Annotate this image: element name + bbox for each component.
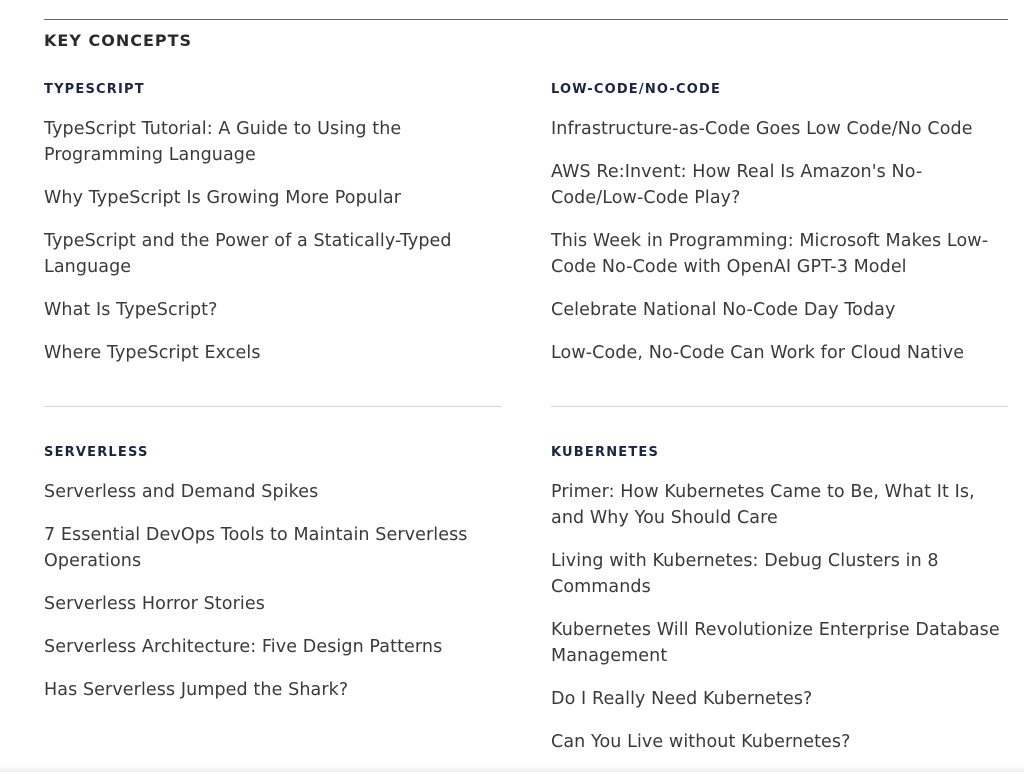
article-link[interactable]: This Week in Programming: Microsoft Make… xyxy=(551,231,989,277)
article-link[interactable]: Infrastructure-as-Code Goes Low Code/No … xyxy=(551,119,973,139)
list-item: Why TypeScript Is Growing More Popular xyxy=(44,185,502,211)
section-heading-low-code-no-code: LOW-CODE/NO-CODE xyxy=(551,82,722,97)
article-link[interactable]: Celebrate National No-Code Day Today xyxy=(551,300,896,320)
article-link[interactable]: Where TypeScript Excels xyxy=(44,343,261,363)
list-item: Primer: How Kubernetes Came to Be, What … xyxy=(551,479,1009,531)
section-kubernetes: KUBERNETES Primer: How Kubernetes Came t… xyxy=(551,443,1009,772)
list-item: Do I Really Need Kubernetes? xyxy=(551,686,1009,712)
article-link[interactable]: 7 Essential DevOps Tools to Maintain Ser… xyxy=(44,525,468,571)
list-item: Infrastructure-as-Code Goes Low Code/No … xyxy=(551,116,1009,142)
section-heading-kubernetes: KUBERNETES xyxy=(551,445,660,460)
article-list-typescript: TypeScript Tutorial: A Guide to Using th… xyxy=(44,116,502,366)
section-serverless: SERVERLESS Serverless and Demand Spikes … xyxy=(44,443,502,720)
list-item: Where TypeScript Excels xyxy=(44,340,502,366)
list-item: Serverless Architecture: Five Design Pat… xyxy=(44,634,502,660)
article-link[interactable]: Primer: How Kubernetes Came to Be, What … xyxy=(551,482,975,528)
list-item: Can You Live without Kubernetes? xyxy=(551,729,1009,755)
section-heading-serverless: SERVERLESS xyxy=(44,445,149,460)
section-low-code-no-code: LOW-CODE/NO-CODE Infrastructure-as-Code … xyxy=(551,80,1009,383)
list-item: Serverless and Demand Spikes xyxy=(44,479,502,505)
list-item: TypeScript and the Power of a Statically… xyxy=(44,228,502,280)
article-link[interactable]: Serverless Horror Stories xyxy=(44,594,265,614)
article-link[interactable]: AWS Re:Invent: How Real Is Amazon's No-C… xyxy=(551,162,923,208)
list-item: 7 Essential DevOps Tools to Maintain Ser… xyxy=(44,522,502,574)
article-list-serverless: Serverless and Demand Spikes 7 Essential… xyxy=(44,479,502,703)
list-item: Kubernetes Will Revolutionize Enterprise… xyxy=(551,617,1009,669)
article-link[interactable]: Has Serverless Jumped the Shark? xyxy=(44,680,349,700)
list-item: What Is TypeScript? xyxy=(44,297,502,323)
list-item: Low-Code, No-Code Can Work for Cloud Nat… xyxy=(551,340,1009,366)
list-item: Living with Kubernetes: Debug Clusters i… xyxy=(551,548,1009,600)
section-typescript: TYPESCRIPT TypeScript Tutorial: A Guide … xyxy=(44,80,502,383)
article-link[interactable]: Living with Kubernetes: Debug Clusters i… xyxy=(551,551,939,597)
article-link[interactable]: Can You Live without Kubernetes? xyxy=(551,732,851,752)
list-item: TypeScript Tutorial: A Guide to Using th… xyxy=(44,116,502,168)
section-divider-left xyxy=(44,406,502,407)
article-link[interactable]: Kubernetes Will Revolutionize Enterprise… xyxy=(551,620,1000,666)
list-item: This Week in Programming: Microsoft Make… xyxy=(551,228,1009,280)
article-link[interactable]: Low-Code, No-Code Can Work for Cloud Nat… xyxy=(551,343,965,363)
section-divider-right xyxy=(551,406,1008,407)
article-link[interactable]: TypeScript and the Power of a Statically… xyxy=(44,231,452,277)
list-item: AWS Re:Invent: How Real Is Amazon's No-C… xyxy=(551,159,1009,211)
list-item: Has Serverless Jumped the Shark? xyxy=(44,677,502,703)
article-link[interactable]: TypeScript Tutorial: A Guide to Using th… xyxy=(44,119,402,165)
article-link[interactable]: Do I Really Need Kubernetes? xyxy=(551,689,813,709)
list-item: Celebrate National No-Code Day Today xyxy=(551,297,1009,323)
article-link[interactable]: Why TypeScript Is Growing More Popular xyxy=(44,188,402,208)
article-link[interactable]: Serverless and Demand Spikes xyxy=(44,482,319,502)
section-heading-typescript: TYPESCRIPT xyxy=(44,82,145,97)
article-link[interactable]: What Is TypeScript? xyxy=(44,300,218,320)
bottom-edge-shadow xyxy=(0,766,1024,772)
top-divider xyxy=(44,19,1008,20)
article-list-kubernetes: Primer: How Kubernetes Came to Be, What … xyxy=(551,479,1009,755)
key-concepts-title: KEY CONCEPTS xyxy=(44,31,193,50)
article-list-low-code-no-code: Infrastructure-as-Code Goes Low Code/No … xyxy=(551,116,1009,366)
article-link[interactable]: Serverless Architecture: Five Design Pat… xyxy=(44,637,443,657)
list-item: Serverless Horror Stories xyxy=(44,591,502,617)
